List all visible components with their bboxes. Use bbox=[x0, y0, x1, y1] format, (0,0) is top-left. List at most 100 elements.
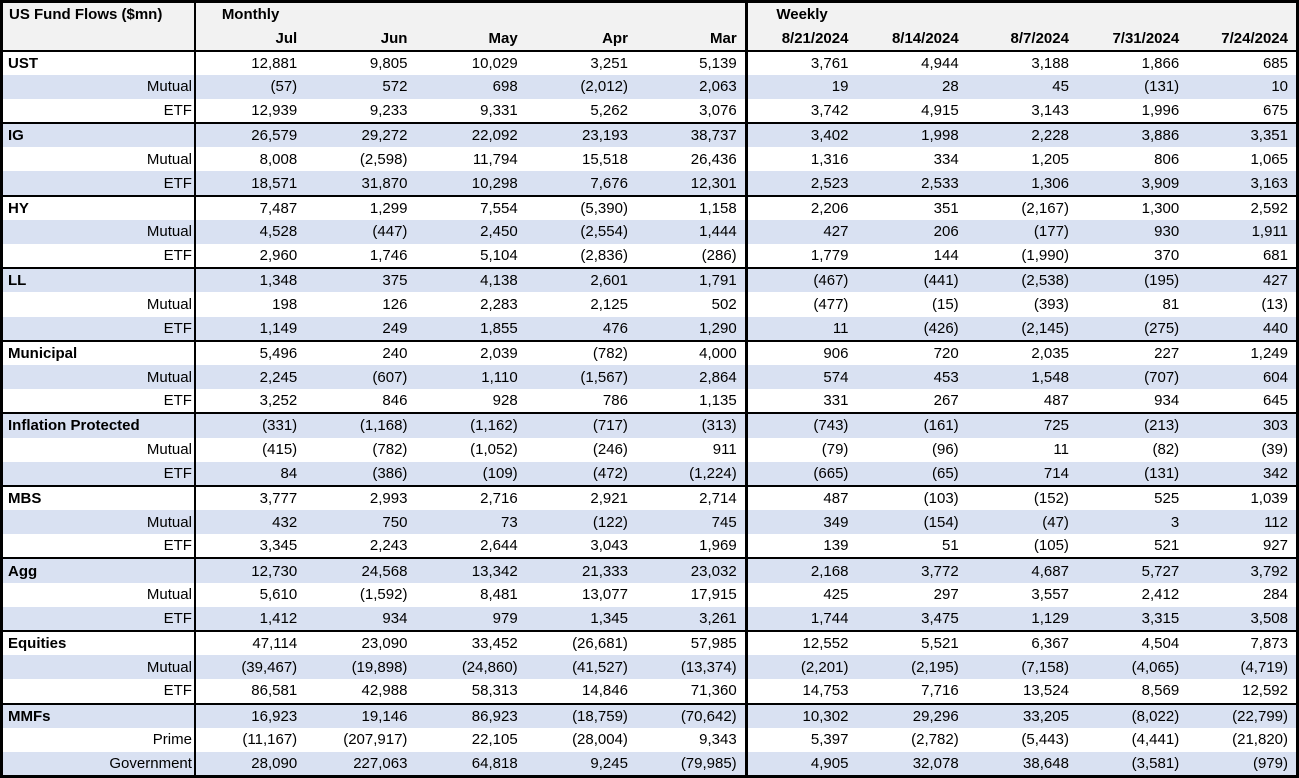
cell-value: (177) bbox=[1033, 223, 1069, 241]
cell-value: 1,911 bbox=[1251, 223, 1288, 241]
cell-value: 8,481 bbox=[480, 586, 518, 604]
cell-value: 2,063 bbox=[699, 78, 737, 96]
table-row: Mutual 432 750 73 (122) 745 349 (154) (47) 3 112 bbox=[1, 510, 1298, 535]
cell-value: (4,719) bbox=[1240, 658, 1288, 676]
cell-value: 12,939 bbox=[251, 101, 298, 119]
column-header-8-7-2024: 8/7/2024 bbox=[966, 26, 1077, 52]
row-label-subtype: ETF bbox=[1, 316, 196, 341]
cell-value: 23,193 bbox=[525, 122, 636, 148]
row-label-subtype: Mutual bbox=[1, 582, 196, 607]
table-header: US Fund Flows ($mn) Monthly Weekly Jul Ju… bbox=[1, 1, 1298, 52]
cell-value: 7,676 bbox=[590, 174, 628, 192]
cell-value: 9,245 bbox=[590, 754, 628, 772]
cell-value: 2,450 bbox=[480, 223, 518, 241]
cell-value: 521 bbox=[1154, 537, 1180, 555]
row-label-subtype: ETF bbox=[1, 389, 196, 414]
cell-value: 3,315 bbox=[1141, 609, 1180, 627]
cell-value: 13,342 bbox=[415, 557, 526, 583]
cell-value: 4,000 bbox=[635, 339, 747, 365]
cell-value: 3,508 bbox=[1250, 609, 1288, 627]
row-label-subtype: Mutual bbox=[1, 510, 196, 535]
cell-value: 4,504 bbox=[1076, 629, 1188, 656]
cell-value: 681 bbox=[1262, 247, 1288, 265]
cell-value: 911 bbox=[712, 441, 737, 459]
header-spacer bbox=[1076, 1, 1188, 27]
table-row: Prime (11,167) (207,917) 22,105 (28,004) 9,34… bbox=[1, 727, 1298, 752]
cell-value: 13,524 bbox=[1023, 682, 1069, 700]
row-label-subtype: Mutual bbox=[1, 364, 196, 390]
row-label-subtype: ETF bbox=[1, 244, 196, 269]
cell-value: (57) bbox=[270, 78, 298, 96]
table-row: Inflation Protected (331) (1,168) (1,162) (7… bbox=[1, 412, 1298, 438]
table-row: Agg 12,730 24,568 13,342 21,333 23,032 2,168 3,… bbox=[1, 557, 1298, 583]
cell-value: (70,642) bbox=[635, 702, 747, 728]
column-header-7-24-2024: 7/24/2024 bbox=[1187, 26, 1298, 52]
row-label-subtype: Mutual bbox=[1, 219, 196, 244]
cell-value: 57,985 bbox=[635, 629, 747, 656]
cell-value: 525 bbox=[1076, 484, 1188, 511]
column-header-apr: Apr bbox=[525, 26, 636, 52]
cell-value: 3,886 bbox=[1076, 122, 1188, 148]
table-row: ETF 3,345 2,243 2,644 3,043 1,969 139 51 (105) 52… bbox=[1, 534, 1298, 559]
row-label-category: Municipal bbox=[1, 339, 196, 365]
cell-value: 303 bbox=[1187, 412, 1298, 438]
cell-value: 2,993 bbox=[305, 484, 416, 511]
cell-value: 572 bbox=[382, 78, 408, 96]
cell-value: 16,923 bbox=[194, 702, 306, 728]
cell-value: 786 bbox=[602, 392, 628, 410]
cell-value: 2,283 bbox=[480, 295, 518, 313]
cell-value: 4,687 bbox=[966, 557, 1077, 583]
cell-value: 5,496 bbox=[194, 339, 306, 365]
cell-value: 714 bbox=[1043, 464, 1069, 482]
cell-value: 227 bbox=[1076, 339, 1188, 365]
cell-value: 5,139 bbox=[635, 49, 747, 75]
cell-value: 3,761 bbox=[744, 49, 857, 75]
cell-value: 26,436 bbox=[690, 150, 737, 168]
cell-value: 7,873 bbox=[1187, 629, 1298, 656]
header-spacer bbox=[856, 1, 967, 27]
table-row: ETF 3,252 846 928 786 1,135 331 267 487 934 645 bbox=[1, 389, 1298, 414]
row-label-category: MMFs bbox=[1, 702, 196, 728]
cell-value: 26,579 bbox=[194, 122, 306, 148]
cell-value: 6,367 bbox=[966, 629, 1077, 656]
column-header-mar: Mar bbox=[635, 26, 747, 52]
cell-value: (275) bbox=[1144, 319, 1180, 337]
cell-value: (393) bbox=[1033, 295, 1069, 313]
cell-value: (109) bbox=[482, 464, 518, 482]
cell-value: (79) bbox=[744, 437, 857, 462]
cell-value: 9,233 bbox=[369, 101, 408, 119]
cell-value: 7,554 bbox=[415, 194, 526, 220]
cell-value: (665) bbox=[744, 461, 857, 486]
table-row: MBS 3,777 2,993 2,716 2,921 2,714 487 (103) (152… bbox=[1, 484, 1298, 511]
cell-value: 806 bbox=[1154, 150, 1180, 168]
cell-value: 1,316 bbox=[744, 147, 857, 172]
cell-value: (2,167) bbox=[966, 194, 1077, 220]
cell-value: 1,306 bbox=[1031, 174, 1069, 192]
cell-value: (1,567) bbox=[580, 368, 628, 386]
cell-value: 698 bbox=[492, 78, 518, 96]
cell-value: 1,348 bbox=[194, 267, 306, 293]
cell-value: 2,533 bbox=[921, 174, 959, 192]
cell-value: 42,988 bbox=[361, 682, 408, 700]
row-label-subtype: Government bbox=[1, 751, 196, 777]
cell-value: 2,206 bbox=[744, 194, 857, 220]
cell-value: 32,078 bbox=[912, 754, 959, 772]
cell-value: 2,644 bbox=[480, 537, 518, 555]
cell-value: (1,990) bbox=[1021, 247, 1069, 265]
table-row: Mutual 4,528 (447) 2,450 (2,554) 1,444 427 206 (… bbox=[1, 219, 1298, 244]
cell-value: (477) bbox=[744, 292, 857, 317]
cell-value: (11,167) bbox=[242, 731, 298, 749]
cell-value: 3,043 bbox=[590, 537, 628, 555]
cell-value: (2,782) bbox=[911, 731, 959, 749]
table-row: HY 7,487 1,299 7,554 (5,390) 1,158 2,206 351 (2,… bbox=[1, 194, 1298, 220]
cell-value: 58,313 bbox=[471, 682, 518, 700]
cell-value: (13) bbox=[1261, 295, 1288, 313]
cell-value: 12,552 bbox=[744, 629, 857, 656]
row-label-subtype: ETF bbox=[1, 534, 196, 559]
cell-value: (105) bbox=[1033, 537, 1069, 555]
cell-value: 4,915 bbox=[921, 101, 959, 119]
cell-value: 427 bbox=[744, 219, 857, 244]
cell-value: (195) bbox=[1076, 267, 1188, 293]
cell-value: 2,412 bbox=[1141, 586, 1180, 604]
cell-value: 33,452 bbox=[415, 629, 526, 656]
